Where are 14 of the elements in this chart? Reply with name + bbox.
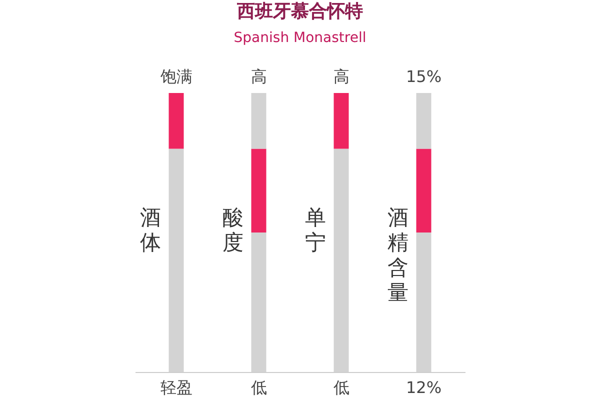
chart-subtitle: Spanish Monastrell: [234, 30, 366, 46]
text: 低: [250, 378, 267, 397]
text: 高: [250, 67, 267, 86]
x-tick-label: 酸度: [222, 206, 244, 255]
text: 15%: [406, 67, 442, 86]
chart-title: 西班牙慕合怀特: [236, 1, 363, 22]
x-tick-label: 酒精含量: [387, 206, 408, 305]
text: 12%: [406, 378, 442, 397]
x-tick-label: 单宁: [304, 206, 326, 255]
text: 低: [333, 378, 350, 397]
text: 高: [333, 67, 350, 86]
x-tick-label: 酒体: [140, 206, 161, 255]
text: 轻盈: [160, 378, 192, 397]
text: 饱满: [159, 67, 192, 86]
